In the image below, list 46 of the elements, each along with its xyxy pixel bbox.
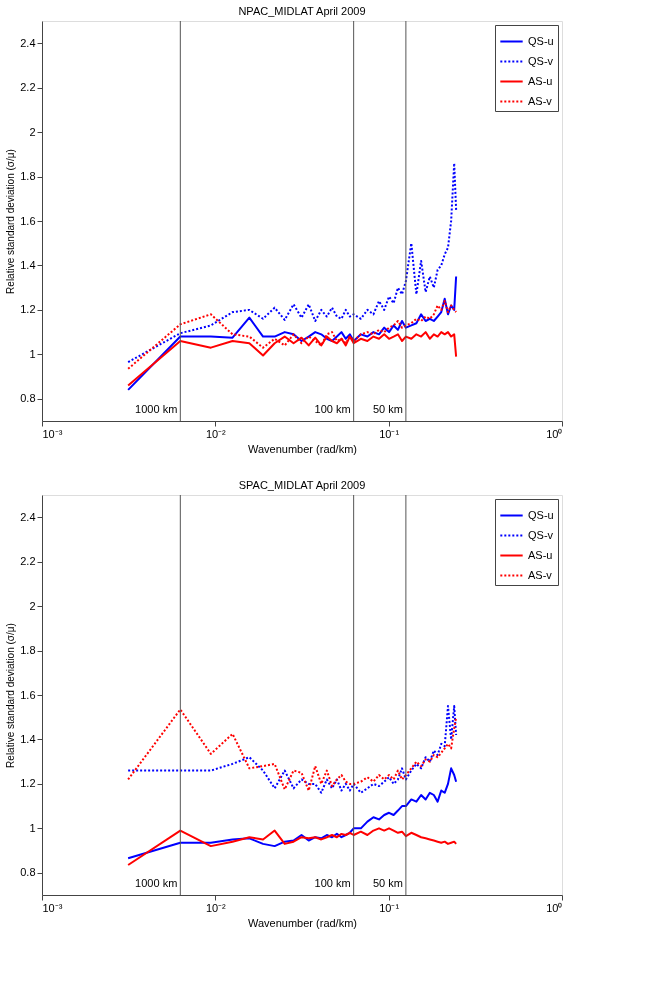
legend-label: QS-u — [528, 508, 554, 521]
legend-label: QS-v — [528, 54, 554, 67]
y-tick-label: 2.4 — [20, 36, 36, 49]
x-tick-label: 10⁻² — [205, 901, 227, 914]
y-tick-label: 2.2 — [20, 555, 36, 568]
y-tick-label: 1.6 — [20, 214, 36, 227]
chart-title: SPAC_MIDLAT April 2009 — [238, 478, 366, 491]
x-axis-title: Wavenumber (rad/km) — [247, 916, 358, 929]
y-tick-label: 1 — [29, 347, 36, 360]
y-tick-label: 1 — [29, 821, 36, 834]
y-tick-label: 1.4 — [20, 732, 36, 745]
ref-line-label: 1000 km — [135, 403, 178, 415]
ref-line-label: 100 km — [314, 403, 351, 415]
y-tick-label: 1.8 — [20, 170, 36, 183]
ref-line-label: 50 km — [372, 403, 403, 415]
legend-label: AS-v — [528, 94, 553, 107]
y-tick-label: 1.4 — [20, 258, 36, 271]
legend-label: AS-u — [528, 74, 553, 87]
y-axis-title: Relative standard deviation (σ/μ) — [5, 149, 17, 294]
x-tick-label: 10⁻¹ — [379, 901, 400, 914]
x-tick-label: 10⁰ — [546, 901, 563, 914]
y-tick-label: 1.6 — [20, 688, 36, 701]
x-tick-label: 10⁻³ — [42, 427, 63, 440]
y-tick-label: 2.2 — [20, 81, 36, 94]
y-axis-title: Relative standard deviation (σ/μ) — [5, 623, 17, 768]
x-tick-label: 10⁰ — [546, 427, 563, 440]
x-tick-label: 10⁻³ — [42, 901, 63, 914]
legend-label: QS-v — [528, 528, 554, 541]
x-axis-title: Wavenumber (rad/km) — [247, 442, 358, 455]
x-tick-label: 10⁻² — [205, 427, 227, 440]
y-tick-label: 2 — [29, 599, 36, 612]
chart-title: NPAC_MIDLAT April 2009 — [238, 4, 366, 17]
ref-line-label: 100 km — [314, 877, 351, 889]
x-tick-label: 10⁻¹ — [379, 427, 400, 440]
y-tick-label: 1.2 — [20, 777, 36, 790]
legend-label: AS-u — [528, 548, 553, 561]
legend-label: QS-u — [528, 34, 554, 47]
y-tick-label: 0.8 — [20, 866, 36, 879]
y-tick-label: 1.8 — [20, 644, 36, 657]
ref-line-label: 50 km — [372, 877, 403, 889]
y-tick-label: 2.4 — [20, 510, 36, 523]
y-tick-label: 1.2 — [20, 303, 36, 316]
y-tick-label: 2 — [29, 125, 36, 138]
ref-line-label: 1000 km — [135, 877, 178, 889]
legend-label: AS-v — [528, 568, 553, 581]
y-tick-label: 0.8 — [20, 392, 36, 405]
